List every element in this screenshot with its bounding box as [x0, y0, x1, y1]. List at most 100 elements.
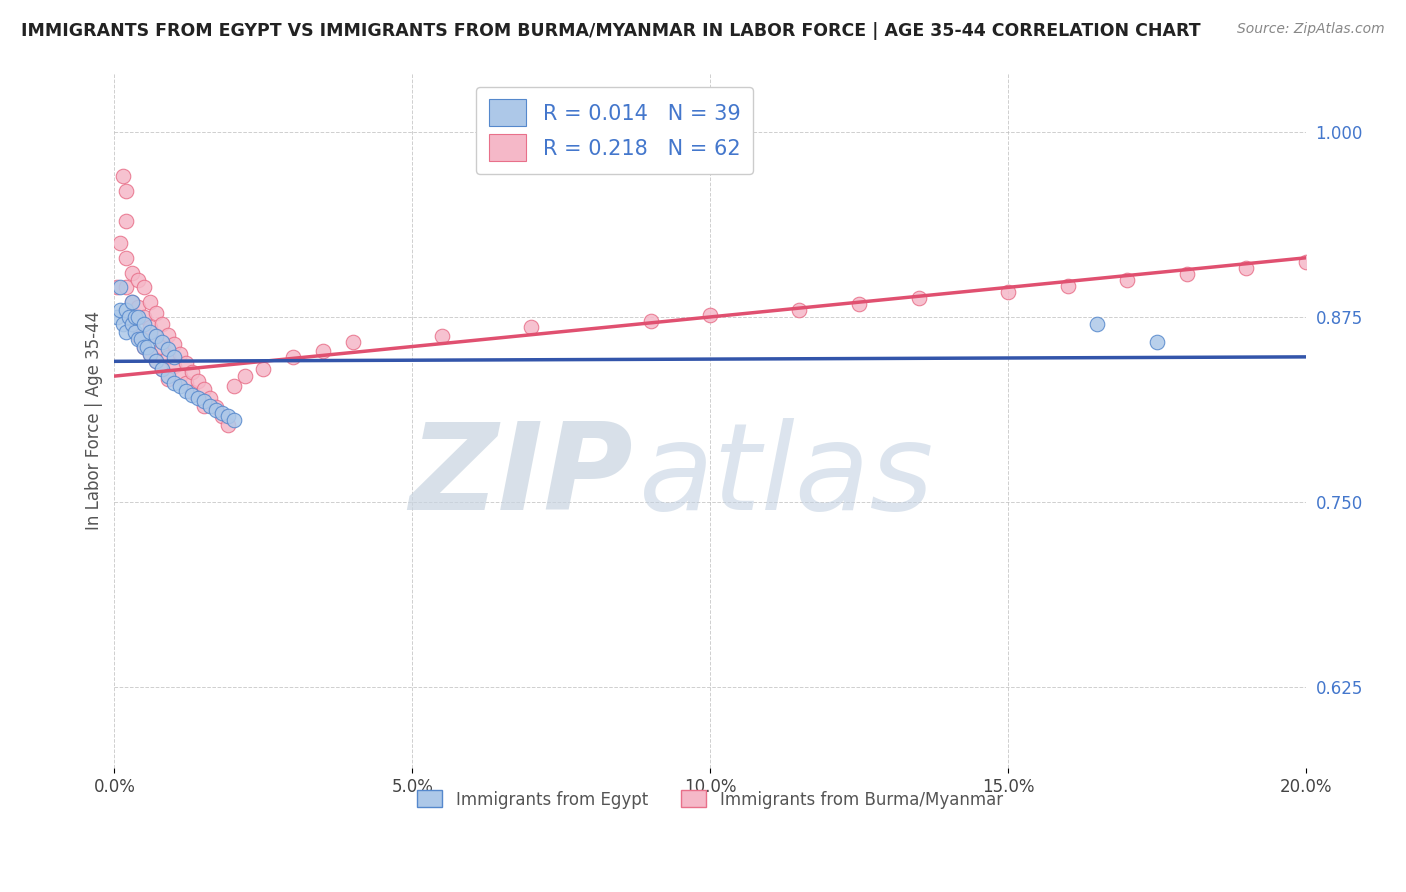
Point: [134, 310, 156, 324]
Point: [1234, 261, 1257, 276]
Point: [150, 335, 173, 350]
Point: [187, 374, 209, 388]
Point: [145, 354, 167, 368]
Point: [127, 310, 149, 324]
Point: [110, 280, 132, 294]
Point: [110, 302, 132, 317]
Point: [110, 235, 132, 250]
Point: [136, 339, 159, 353]
Point: [281, 350, 304, 364]
Point: [163, 350, 186, 364]
Point: [150, 361, 173, 376]
Point: [121, 318, 143, 332]
Point: [235, 369, 257, 384]
Point: [121, 295, 143, 310]
Point: [145, 354, 167, 368]
Point: [217, 409, 239, 423]
Point: [193, 383, 215, 397]
Point: [520, 320, 543, 334]
Point: [115, 325, 138, 339]
Point: [112, 318, 135, 332]
Point: [157, 327, 180, 342]
Point: [163, 376, 186, 391]
Text: Source: ZipAtlas.com: Source: ZipAtlas.com: [1237, 22, 1385, 37]
Point: [129, 332, 152, 346]
Point: [124, 310, 146, 324]
Point: [222, 379, 245, 393]
Y-axis label: In Labor Force | Age 35-44: In Labor Force | Age 35-44: [86, 311, 103, 530]
Point: [150, 339, 173, 353]
Point: [174, 356, 197, 370]
Point: [134, 280, 156, 294]
Point: [211, 409, 233, 423]
Point: [180, 385, 202, 400]
Point: [115, 280, 138, 294]
Point: [150, 318, 173, 332]
Point: [699, 309, 721, 323]
Point: [105, 310, 128, 324]
Point: [204, 403, 226, 417]
Point: [252, 361, 274, 376]
Point: [127, 273, 149, 287]
Point: [163, 359, 186, 373]
Point: [121, 318, 143, 332]
Point: [134, 318, 156, 332]
Point: [145, 305, 167, 319]
Point: [789, 302, 811, 317]
Point: [640, 314, 662, 328]
Point: [1085, 318, 1108, 332]
Point: [187, 392, 209, 406]
Text: IMMIGRANTS FROM EGYPT VS IMMIGRANTS FROM BURMA/MYANMAR IN LABOR FORCE | AGE 35-4: IMMIGRANTS FROM EGYPT VS IMMIGRANTS FROM…: [21, 22, 1201, 40]
Point: [1146, 335, 1168, 350]
Point: [342, 335, 364, 350]
Point: [139, 347, 162, 361]
Point: [180, 388, 202, 402]
Point: [180, 365, 202, 379]
Point: [198, 399, 221, 413]
Point: [1295, 255, 1317, 269]
Text: atlas: atlas: [638, 417, 934, 534]
Point: [211, 406, 233, 420]
Point: [174, 376, 197, 391]
Point: [193, 399, 215, 413]
Point: [157, 343, 180, 357]
Point: [139, 347, 162, 361]
Point: [1056, 279, 1078, 293]
Point: [157, 350, 180, 364]
Point: [150, 361, 173, 376]
Point: [222, 413, 245, 427]
Point: [145, 329, 167, 343]
Point: [145, 329, 167, 343]
Point: [430, 329, 453, 343]
Point: [127, 329, 149, 343]
Point: [124, 325, 146, 339]
Point: [157, 369, 180, 384]
Point: [193, 394, 215, 409]
Point: [312, 343, 335, 358]
Point: [121, 266, 143, 280]
Point: [134, 339, 156, 353]
Point: [121, 295, 143, 310]
Text: ZIP: ZIP: [409, 417, 633, 534]
Point: [139, 295, 162, 310]
Point: [115, 251, 138, 265]
Point: [174, 384, 197, 398]
Point: [134, 339, 156, 353]
Legend: Immigrants from Egypt, Immigrants from Burma/Myanmar: Immigrants from Egypt, Immigrants from B…: [411, 784, 1010, 815]
Point: [139, 320, 162, 334]
Point: [115, 214, 138, 228]
Point: [848, 296, 870, 310]
Point: [115, 184, 138, 198]
Point: [169, 379, 191, 393]
Point: [127, 300, 149, 314]
Point: [198, 392, 221, 406]
Point: [217, 417, 239, 432]
Point: [139, 325, 162, 339]
Point: [169, 369, 191, 384]
Point: [127, 332, 149, 346]
Point: [907, 291, 929, 305]
Point: [1116, 273, 1139, 287]
Point: [169, 347, 191, 361]
Point: [115, 302, 138, 317]
Point: [112, 169, 135, 184]
